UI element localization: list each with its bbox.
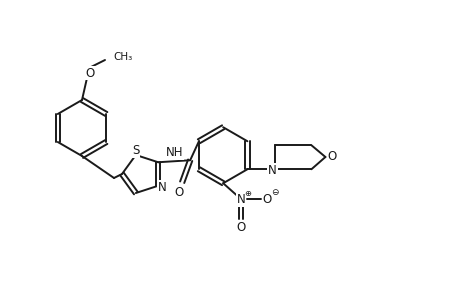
Text: N: N <box>157 181 166 194</box>
Text: S: S <box>132 145 139 158</box>
Text: N: N <box>268 164 276 177</box>
Text: O: O <box>262 193 271 206</box>
Text: O: O <box>236 221 245 234</box>
Text: O: O <box>174 186 184 199</box>
Text: N: N <box>236 193 245 206</box>
Text: NH: NH <box>165 146 183 159</box>
Text: CH₃: CH₃ <box>113 52 132 62</box>
Text: ⊖: ⊖ <box>271 188 278 197</box>
Text: ⊕: ⊕ <box>244 189 251 198</box>
Text: O: O <box>85 67 95 80</box>
Text: O: O <box>327 151 336 164</box>
